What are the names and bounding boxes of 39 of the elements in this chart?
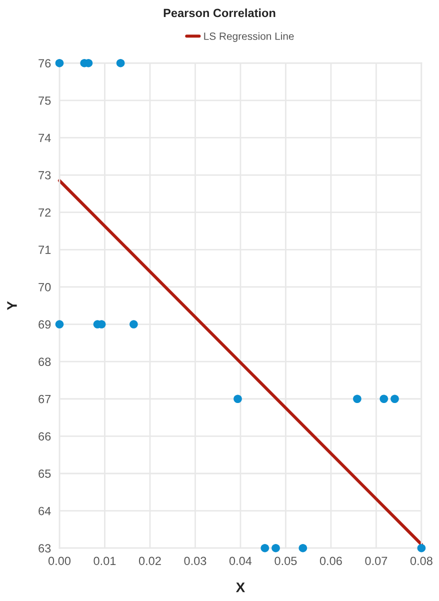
- y-tick-label: 68: [38, 358, 51, 366]
- x-tick-label: 0.05: [274, 556, 297, 566]
- point: [272, 544, 280, 552]
- y-tick-label: 69: [38, 320, 51, 329]
- y-tick-label: 66: [38, 432, 51, 441]
- y-tick-label: 67: [38, 394, 51, 404]
- x-tick-label: 0.04: [229, 556, 252, 566]
- point: [55, 58, 64, 68]
- y-tick-label: 65: [38, 470, 51, 478]
- point: [380, 394, 388, 404]
- x-tick-label: 0.07: [365, 556, 388, 566]
- x-tick-label: 0.00: [48, 556, 71, 566]
- legend-label: LS Regression Line: [204, 32, 294, 42]
- y-tick-label: 76: [38, 59, 51, 68]
- point: [130, 320, 138, 328]
- y-tick-label: 72: [38, 208, 51, 217]
- point: [55, 320, 64, 328]
- x-tick-label: 0.02: [138, 556, 161, 566]
- point: [390, 394, 399, 404]
- y-tick-label: 71: [38, 246, 51, 254]
- x-tick-label: 0.01: [94, 556, 116, 566]
- chart-title: Pearson Correlation: [164, 8, 276, 18]
- y-tick-label: 75: [38, 96, 51, 105]
- x-axis-title: X: [236, 582, 245, 592]
- y-tick-label: 74: [38, 134, 51, 142]
- x-tick-label: 0.03: [184, 556, 206, 566]
- y-tick-label: 63: [38, 544, 51, 553]
- point: [260, 544, 270, 552]
- y-tick-label: 73: [38, 171, 51, 180]
- x-tick-label: 0.06: [320, 556, 342, 566]
- y-tick-label: 64: [38, 506, 51, 516]
- y-axis-title: Y: [7, 301, 17, 310]
- x-tick-label: 0.08: [410, 556, 432, 566]
- point: [417, 544, 426, 552]
- y-tick-label: 70: [38, 282, 51, 292]
- point: [353, 394, 362, 404]
- point: [116, 58, 125, 68]
- point: [234, 394, 242, 404]
- point: [298, 544, 308, 552]
